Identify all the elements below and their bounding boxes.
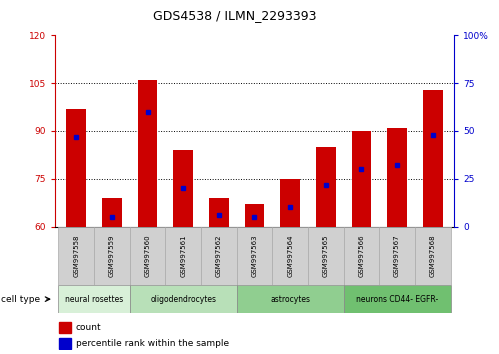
Bar (102, 198, 122, 227)
Bar (272, 227, 308, 285)
Text: count: count (76, 323, 101, 332)
Text: GSM997560: GSM997560 (145, 234, 151, 277)
Bar (138, 80, 157, 227)
Bar (237, 285, 344, 313)
Bar (165, 227, 201, 285)
Text: GSM997566: GSM997566 (358, 234, 364, 277)
Bar (209, 198, 229, 227)
Text: GSM997568: GSM997568 (430, 234, 436, 277)
Bar (94, 227, 130, 285)
Bar (316, 147, 335, 227)
Bar (344, 285, 451, 313)
Bar (66, 109, 86, 227)
Bar (174, 150, 193, 227)
Text: GSM997558: GSM997558 (73, 234, 79, 277)
Bar (130, 227, 165, 285)
Bar (59, 338, 71, 349)
Text: GSM997563: GSM997563 (251, 234, 257, 277)
Bar (415, 227, 451, 285)
Bar (201, 227, 237, 285)
Text: GSM997567: GSM997567 (394, 234, 400, 277)
Bar (245, 204, 264, 227)
Bar (379, 227, 415, 285)
Text: percentile rank within the sample: percentile rank within the sample (76, 339, 229, 348)
Text: cell type: cell type (1, 295, 40, 304)
Bar (59, 322, 71, 333)
Text: GSM997561: GSM997561 (180, 234, 186, 277)
Bar (237, 227, 272, 285)
Text: GSM997562: GSM997562 (216, 234, 222, 277)
Text: GSM997559: GSM997559 (109, 234, 115, 277)
Bar (352, 131, 371, 227)
Text: oligodendrocytes: oligodendrocytes (150, 295, 216, 304)
Text: GSM997564: GSM997564 (287, 234, 293, 277)
Bar (308, 227, 344, 285)
Bar (344, 227, 379, 285)
Text: neurons CD44- EGFR-: neurons CD44- EGFR- (356, 295, 438, 304)
Text: GSM997565: GSM997565 (323, 234, 329, 277)
Bar (423, 90, 443, 227)
Text: neural rosettes: neural rosettes (65, 295, 123, 304)
Bar (387, 128, 407, 227)
Bar (130, 285, 237, 313)
Bar (280, 179, 300, 227)
Text: astrocytes: astrocytes (270, 295, 310, 304)
Text: GDS4538 / ILMN_2293393: GDS4538 / ILMN_2293393 (153, 9, 316, 22)
Bar (58, 227, 94, 285)
Bar (58, 285, 130, 313)
